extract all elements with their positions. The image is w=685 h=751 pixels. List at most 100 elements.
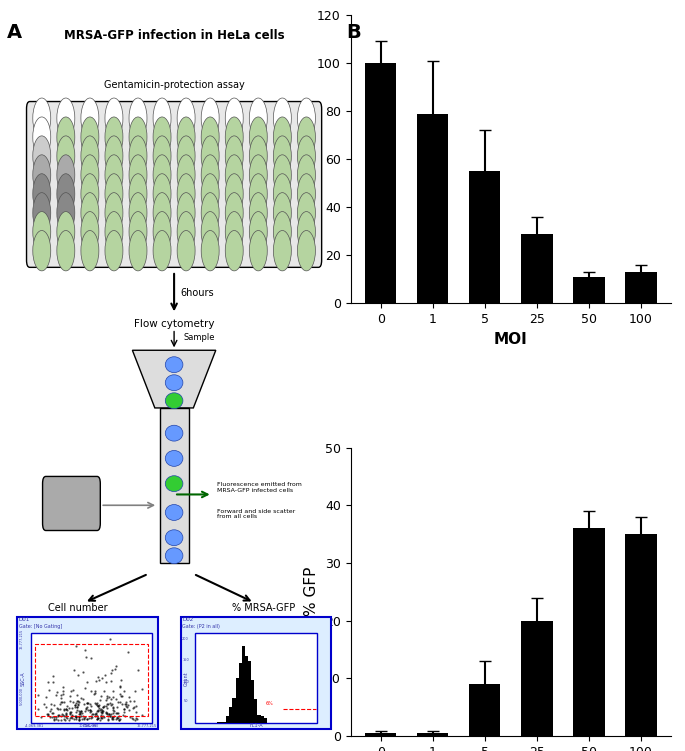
Circle shape xyxy=(177,173,195,214)
Bar xyxy=(573,529,605,736)
Point xyxy=(106,710,117,722)
Circle shape xyxy=(177,231,195,271)
Ellipse shape xyxy=(165,547,183,564)
Point xyxy=(71,689,82,701)
Point xyxy=(85,705,96,717)
Ellipse shape xyxy=(165,475,183,492)
Point xyxy=(111,710,122,722)
Point xyxy=(119,710,130,722)
Point xyxy=(73,711,84,723)
Point xyxy=(42,708,53,720)
Point xyxy=(97,707,108,719)
Point xyxy=(115,690,126,702)
Point xyxy=(52,703,63,715)
Text: Sample: Sample xyxy=(184,333,215,342)
Point xyxy=(92,705,103,717)
Point xyxy=(102,690,113,702)
Circle shape xyxy=(249,98,267,138)
Text: FL1-A: FL1-A xyxy=(249,723,263,728)
Point xyxy=(129,714,140,726)
Circle shape xyxy=(105,212,123,252)
Bar xyxy=(469,171,501,303)
Circle shape xyxy=(129,136,147,176)
Circle shape xyxy=(297,231,315,271)
Circle shape xyxy=(225,231,243,271)
Point xyxy=(113,713,124,725)
Point xyxy=(114,713,125,725)
Point xyxy=(112,712,123,724)
Point xyxy=(58,710,69,722)
Bar xyxy=(258,715,260,723)
Circle shape xyxy=(105,117,123,157)
Point xyxy=(107,664,118,676)
Point xyxy=(90,707,101,719)
Circle shape xyxy=(81,136,99,176)
Circle shape xyxy=(105,136,123,176)
Point xyxy=(46,703,57,715)
Point xyxy=(123,646,134,658)
Circle shape xyxy=(273,155,291,195)
Point xyxy=(103,708,114,720)
Bar xyxy=(260,716,264,723)
Point xyxy=(122,701,133,713)
Point xyxy=(82,704,93,716)
Point xyxy=(40,701,51,713)
Point xyxy=(56,692,67,704)
Point xyxy=(52,701,63,713)
Circle shape xyxy=(33,117,51,157)
Point xyxy=(96,703,107,715)
Point xyxy=(116,690,127,702)
FancyBboxPatch shape xyxy=(181,617,332,728)
Point xyxy=(103,713,114,725)
Circle shape xyxy=(249,193,267,233)
Point xyxy=(94,702,105,714)
Point xyxy=(105,675,116,687)
Point xyxy=(85,652,96,664)
FancyBboxPatch shape xyxy=(27,101,322,267)
Bar xyxy=(220,722,223,723)
Point xyxy=(81,703,92,715)
FancyBboxPatch shape xyxy=(42,476,100,530)
Point xyxy=(81,650,92,662)
Point xyxy=(131,700,142,712)
Point xyxy=(64,695,75,707)
Point xyxy=(67,683,78,695)
Point xyxy=(68,713,79,725)
Circle shape xyxy=(273,193,291,233)
Point xyxy=(97,705,108,717)
Bar xyxy=(232,698,236,723)
Point xyxy=(121,700,132,712)
Point xyxy=(94,698,105,710)
Point xyxy=(71,711,82,723)
Circle shape xyxy=(201,98,219,138)
Point xyxy=(64,707,75,719)
Point xyxy=(91,713,102,725)
Point xyxy=(53,713,64,725)
Text: D02: D02 xyxy=(182,617,193,622)
Circle shape xyxy=(33,212,51,252)
Point xyxy=(132,664,143,676)
Point xyxy=(112,701,123,713)
Point xyxy=(77,692,88,704)
Point xyxy=(75,706,86,718)
Point xyxy=(45,705,55,717)
Point xyxy=(108,702,119,714)
Bar xyxy=(226,716,229,723)
Circle shape xyxy=(273,212,291,252)
Point xyxy=(94,694,105,706)
Point xyxy=(82,696,92,708)
Circle shape xyxy=(33,136,51,176)
Point xyxy=(92,671,103,683)
Point xyxy=(79,682,90,694)
Circle shape xyxy=(297,117,315,157)
Circle shape xyxy=(57,155,75,195)
Point xyxy=(127,712,138,724)
Point xyxy=(131,705,142,717)
Point xyxy=(97,701,108,713)
Point xyxy=(65,690,76,702)
Point xyxy=(118,709,129,721)
Circle shape xyxy=(105,98,123,138)
Point xyxy=(88,688,99,700)
Point xyxy=(111,707,122,719)
Point xyxy=(90,685,101,697)
